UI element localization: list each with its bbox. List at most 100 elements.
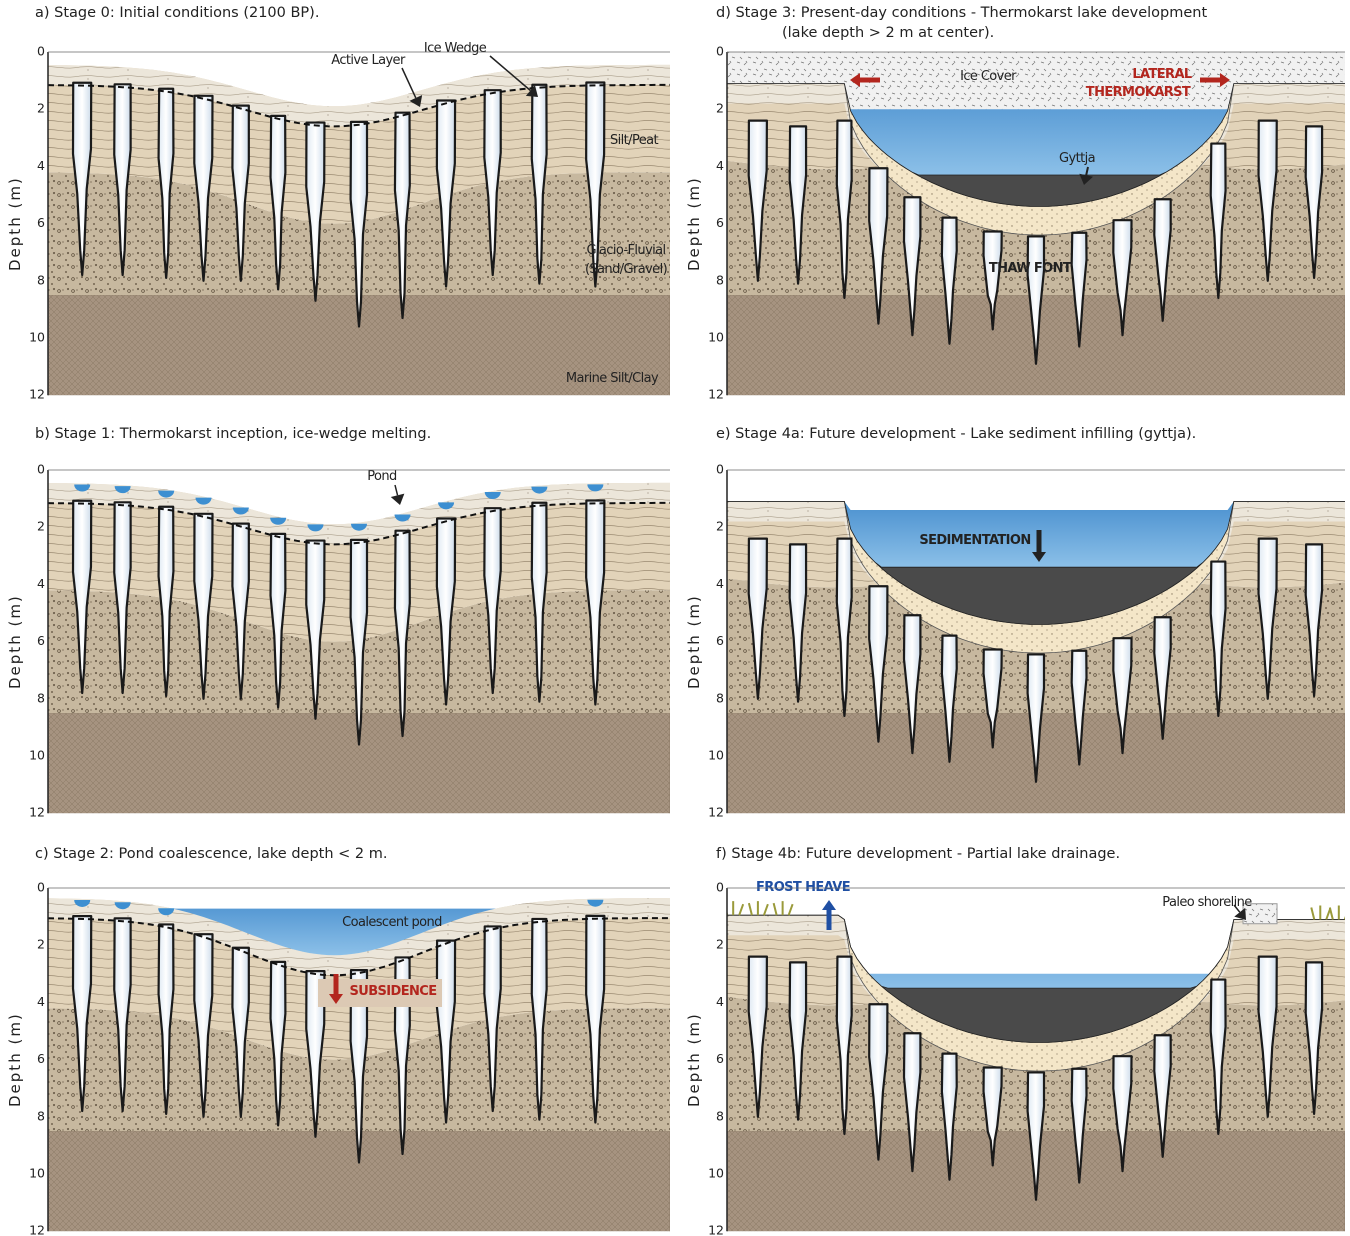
depth-tick-label: 4	[716, 994, 724, 1009]
ice-wedge	[585, 81, 606, 288]
grass	[1310, 905, 1332, 920]
ice-wedge	[788, 961, 808, 1121]
depth-tick-label: 8	[37, 690, 45, 705]
depth-tick-label: 12	[29, 805, 45, 820]
annotation: Silt/Peat	[610, 133, 658, 148]
ice-wedge	[902, 1032, 922, 1173]
ice-wedge	[193, 94, 214, 282]
depth-axis-label: Depth (m)	[6, 176, 24, 271]
ice-wedge	[393, 529, 411, 738]
panel-title: c) Stage 2: Pond coalescence, lake depth…	[35, 846, 387, 862]
depth-tick-label: 0	[716, 880, 724, 895]
depth-axis-label: Depth (m)	[6, 594, 24, 689]
ice-wedge	[530, 83, 548, 285]
pond	[74, 899, 91, 907]
label-box	[318, 979, 442, 1007]
annotation: Paleo shoreline	[1162, 895, 1252, 910]
lake	[727, 83, 1345, 175]
ice-wedge	[1112, 1055, 1133, 1173]
depth-tick-label: 4	[716, 158, 724, 173]
pond	[195, 497, 212, 505]
arrow-head	[329, 994, 343, 1004]
arrow-shaft	[394, 484, 399, 496]
annotation: THERMOKARST	[1086, 85, 1191, 100]
depth-tick-label: 4	[37, 576, 45, 591]
depth-tick-label: 4	[37, 994, 45, 1009]
arrow-head	[850, 73, 860, 87]
ice-wedge	[193, 933, 214, 1118]
lake	[727, 501, 1345, 568]
ice-wedge	[483, 507, 502, 695]
depth-tick-label: 6	[716, 633, 724, 648]
arrow-shaft	[489, 55, 531, 92]
ice-cover	[727, 52, 1345, 110]
ice-wedge	[113, 83, 132, 277]
ice-wedge	[902, 614, 922, 755]
depth-tick-label: 6	[716, 1051, 724, 1066]
depth-tick-label: 8	[37, 272, 45, 287]
ice-wedge	[1304, 961, 1324, 1116]
ice-wedge	[349, 120, 369, 328]
annotation: Glacio-Fluvial	[586, 243, 665, 258]
depth-tick-label: 10	[29, 748, 45, 763]
gyttja	[727, 83, 1345, 207]
depth-tick-label: 10	[29, 330, 45, 345]
pond	[587, 484, 604, 492]
annotation: Pond	[367, 469, 397, 484]
annotation: (Sand/Gravel)	[585, 262, 667, 277]
ice-wedge	[1026, 235, 1046, 365]
ice-wedge	[902, 196, 922, 337]
ice-wedge	[157, 505, 175, 698]
depth-axis-label: Depth (m)	[685, 1012, 703, 1107]
pond	[587, 899, 604, 907]
panel: b) Stage 1: Thermokarst inception, ice-w…	[6, 426, 670, 820]
ice-wedge	[393, 111, 411, 320]
grass	[772, 901, 794, 916]
active-layer-base	[48, 83, 670, 128]
depth-tick-label: 6	[37, 633, 45, 648]
annotation: Active Layer	[331, 53, 406, 68]
depth-tick-label: 10	[708, 330, 724, 345]
ice-wedge	[71, 81, 93, 277]
depth-tick-label: 6	[716, 215, 724, 230]
active-layer	[48, 898, 670, 976]
panel-title: d) Stage 3: Present-day conditions - The…	[716, 5, 1207, 21]
ice-wedge	[1112, 219, 1133, 337]
panel: d) Stage 3: Present-day conditions - The…	[685, 5, 1345, 402]
ice-wedge	[940, 1052, 958, 1181]
ice-wedge	[530, 501, 548, 703]
pond	[158, 490, 175, 498]
ice-wedge	[1257, 955, 1278, 1118]
ice-wedge	[193, 512, 214, 700]
annotation: LATERAL	[1132, 67, 1192, 82]
grass	[1328, 905, 1345, 920]
active-layer	[727, 83, 1345, 227]
plot	[48, 64, 670, 396]
depth-tick-label: 2	[716, 519, 724, 534]
gyttja	[727, 914, 1345, 1043]
plot	[727, 501, 1345, 814]
ice-wedge	[868, 1003, 889, 1161]
depth-axis-label: Depth (m)	[685, 176, 703, 271]
depth-tick-label: 6	[37, 215, 45, 230]
arrow-head	[409, 94, 423, 107]
annotation: SEDIMENTATION	[919, 533, 1030, 548]
pond	[232, 507, 249, 515]
ice-wedge	[269, 960, 287, 1127]
ice-wedge	[1209, 142, 1227, 300]
active-layer	[727, 501, 1345, 645]
panel: e) Stage 4a: Future development - Lake s…	[685, 426, 1345, 820]
depth-tick-label: 12	[708, 1223, 724, 1236]
ice-wedge	[305, 121, 326, 302]
panel-title: a) Stage 0: Initial conditions (2100 BP)…	[35, 5, 319, 21]
ice-wedge	[231, 104, 250, 282]
ice-wedge	[747, 119, 768, 282]
ice-wedge	[483, 925, 502, 1113]
panel: a) Stage 0: Initial conditions (2100 BP)…	[6, 5, 670, 402]
ice-wedge	[1257, 537, 1278, 700]
ice-wedge	[788, 543, 808, 703]
depth-tick-label: 0	[716, 462, 724, 477]
ice-wedge	[1153, 198, 1172, 322]
annotation: Marine Silt/Clay	[566, 371, 659, 386]
